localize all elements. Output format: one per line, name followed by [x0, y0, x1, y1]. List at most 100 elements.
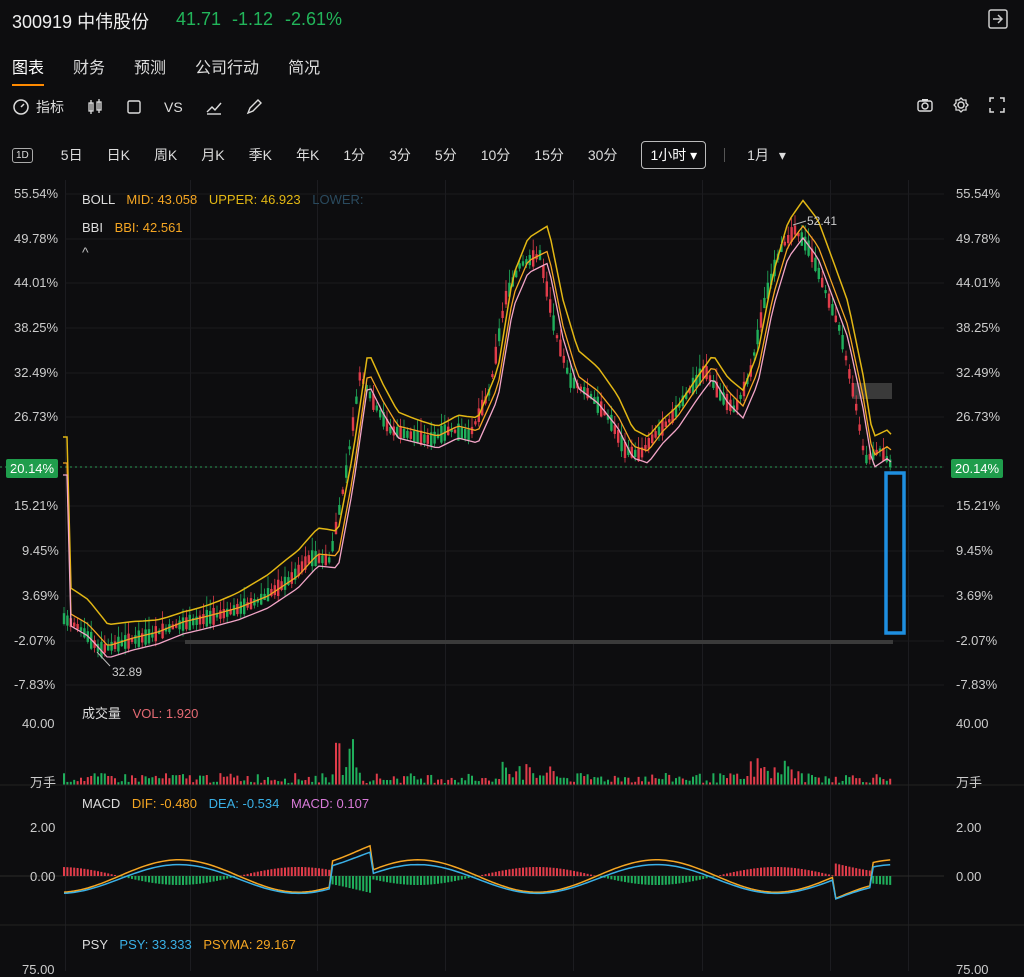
candle	[760, 312, 762, 327]
volume-bar	[828, 778, 830, 785]
volume-bars	[63, 739, 891, 785]
candle	[433, 432, 435, 444]
tab-forecast[interactable]: 预测	[134, 54, 166, 86]
macd-bar	[447, 876, 449, 882]
macd-bar	[410, 876, 412, 885]
macd-bar	[179, 876, 181, 885]
chart-canvas[interactable]	[0, 180, 1024, 971]
camera-icon[interactable]	[916, 96, 934, 119]
macd-bar	[298, 867, 300, 876]
period-month[interactable]: 月K	[201, 145, 224, 165]
volume-bar	[247, 776, 249, 785]
volume-bar	[753, 777, 755, 785]
macd-bar	[90, 870, 92, 876]
period-icon[interactable]: 1D	[12, 148, 33, 163]
macd-bar	[250, 873, 252, 876]
volume-bar	[175, 775, 177, 785]
macd-bar	[379, 876, 381, 881]
volume-bar	[83, 781, 85, 785]
volume-bar	[199, 776, 201, 785]
draw-button[interactable]	[245, 98, 263, 116]
volume-bar	[90, 776, 92, 785]
volume-bar	[658, 779, 660, 785]
period-1h-dropdown[interactable]: 1小时 ▾	[641, 141, 706, 169]
period-1mo-dropdown[interactable]: 1月 ▾	[747, 145, 786, 165]
macd-bar	[165, 876, 167, 884]
candle	[546, 281, 548, 296]
volume-bar	[621, 781, 623, 785]
volume-bar	[529, 767, 531, 785]
macd-bar	[641, 876, 643, 884]
candle	[845, 356, 847, 360]
candle	[291, 572, 293, 584]
period-year[interactable]: 年K	[296, 145, 319, 165]
period-3m[interactable]: 3分	[389, 145, 411, 165]
candle	[753, 352, 755, 355]
volume-bar	[553, 771, 555, 785]
macd-bar	[723, 874, 725, 876]
volume-bar	[325, 777, 327, 785]
volume-bar	[797, 771, 799, 785]
macd-bar	[199, 876, 201, 884]
macd-bar	[692, 876, 694, 881]
macd-bar	[172, 876, 174, 885]
macd-bar	[175, 876, 177, 885]
candle	[835, 316, 837, 322]
macd-bar	[583, 873, 585, 876]
candlestick-button[interactable]	[86, 98, 104, 116]
volume-bar	[525, 764, 527, 785]
candle	[185, 617, 187, 629]
exit-icon[interactable]	[988, 9, 1008, 34]
macd-bar	[206, 876, 208, 883]
candle	[855, 404, 857, 411]
period-day[interactable]: 日K	[107, 145, 130, 165]
tab-chart[interactable]: 图表	[12, 54, 44, 86]
volume-bar	[604, 781, 606, 785]
macd-legend: MACD DIF: -0.480 DEA: -0.534 MACD: 0.107	[82, 796, 369, 811]
volume-bar	[763, 767, 765, 785]
compare-button[interactable]: VS	[164, 99, 183, 115]
volume-bar	[124, 774, 126, 785]
period-5m[interactable]: 5分	[435, 145, 457, 165]
indicator-button[interactable]: 指标	[12, 97, 64, 117]
candle	[209, 611, 211, 624]
square-button[interactable]	[126, 99, 142, 115]
period-5d[interactable]: 5日	[61, 145, 83, 165]
line-chart-button[interactable]	[205, 98, 223, 116]
tab-finance[interactable]: 财务	[73, 54, 105, 86]
candle	[634, 450, 636, 457]
period-30m[interactable]: 30分	[588, 145, 618, 165]
volume-bar	[430, 775, 432, 785]
boll-upper-line	[63, 201, 891, 625]
volume-bar	[672, 782, 674, 785]
macd-bar	[736, 871, 738, 876]
fullscreen-icon[interactable]	[988, 96, 1006, 119]
macd-bar	[648, 876, 650, 885]
macd-bar	[80, 868, 82, 876]
macd-bar	[814, 871, 816, 876]
period-week[interactable]: 周K	[154, 145, 177, 165]
period-quarter[interactable]: 季K	[249, 145, 272, 165]
macd-bar	[291, 867, 293, 876]
macd-bar	[886, 876, 888, 885]
volume-bar	[230, 774, 232, 785]
macd-bar	[83, 869, 85, 876]
candle	[138, 630, 140, 646]
period-1m[interactable]: 1分	[343, 145, 365, 165]
macd-bar	[821, 873, 823, 876]
volume-bar	[495, 779, 497, 785]
period-15m[interactable]: 15分	[534, 145, 564, 165]
volume-bar	[600, 777, 602, 785]
macd-bar	[192, 876, 194, 884]
candle	[134, 635, 136, 644]
gear-icon[interactable]	[952, 96, 970, 119]
tab-corporate-action[interactable]: 公司行动	[195, 54, 259, 86]
macd-bar	[726, 873, 728, 876]
macd-bar	[508, 869, 510, 876]
macd-bar	[386, 876, 388, 882]
volume-bar	[774, 767, 776, 785]
period-10m[interactable]: 10分	[481, 145, 511, 165]
vs-label: VS	[164, 99, 183, 115]
tab-profile[interactable]: 简况	[288, 54, 320, 86]
macd-bar	[811, 871, 813, 876]
